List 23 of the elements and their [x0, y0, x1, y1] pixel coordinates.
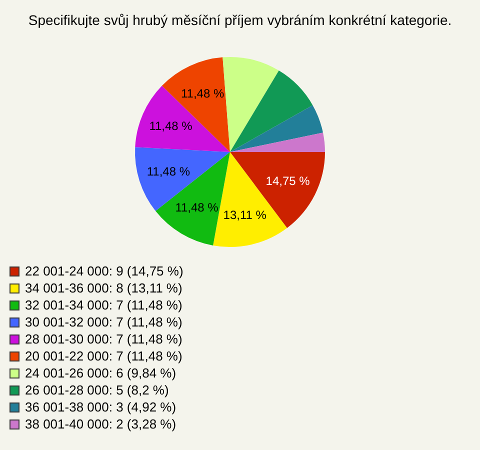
- legend-label: 28 001-30 000: 7 (11,48 %): [25, 332, 182, 346]
- legend-label: 32 001-34 000: 7 (11,48 %): [25, 298, 182, 312]
- data-label: 11,48 %: [146, 164, 190, 179]
- pie-slice: [135, 86, 230, 152]
- legend-label: 36 001-38 000: 3 (4,92 %): [25, 400, 176, 414]
- legend-label: 26 001-28 000: 5 (8,2 %): [25, 382, 169, 398]
- legend-label: 20 001-22 000: 7 (11,48 %): [25, 348, 182, 364]
- data-label: 11,48 %: [181, 86, 224, 101]
- pie-slice: [135, 147, 230, 212]
- pie-slice: [230, 105, 323, 152]
- pie-slice: [230, 132, 325, 152]
- chart-title: Specifikujte svůj hrubý měsíční příjem vybráním konkrétní kategorie.: [28, 12, 452, 28]
- data-label: 11,48 %: [149, 119, 193, 134]
- data-label: 13,11 %: [223, 208, 267, 222]
- pie-slice: [222, 57, 279, 152]
- data-label: 14,75 %: [266, 174, 310, 188]
- legend-label: 30 001-32 000: 7 (11,48 %): [25, 314, 182, 330]
- data-label: 11,48 %: [175, 200, 219, 214]
- legend-label: 24 001-26 000: 6 (9,84 %): [25, 366, 176, 380]
- legend-label: 22 001-24 000: 9 (14,75 %): [25, 264, 184, 278]
- pie-slice: [230, 70, 313, 152]
- legend-label: 38 001-40 000: 2 (3,28 %): [25, 416, 176, 432]
- legend-label: 34 001-36 000: 8 (13,11 %): [25, 280, 182, 296]
